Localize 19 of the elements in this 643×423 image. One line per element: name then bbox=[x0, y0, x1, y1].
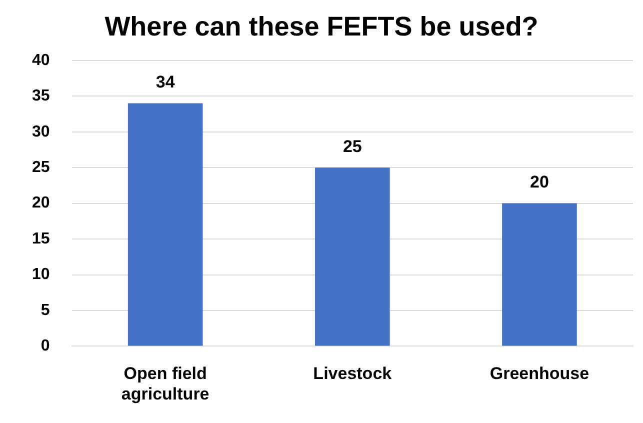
bar bbox=[314, 168, 390, 346]
data-label: 20 bbox=[530, 172, 549, 192]
data-label: 25 bbox=[342, 136, 362, 156]
y-tick-label: 0 bbox=[40, 338, 50, 355]
y-tick-label: 20 bbox=[32, 194, 50, 212]
x-tick-label: Livestock bbox=[313, 364, 392, 384]
y-tick-label: 35 bbox=[32, 88, 50, 105]
y-tick-label: 30 bbox=[32, 123, 50, 140]
x-tick-label: Greenhouse bbox=[490, 364, 590, 384]
y-tick-label: 25 bbox=[32, 158, 50, 176]
y-tick-label: 5 bbox=[40, 302, 50, 319]
y-tick-label: 15 bbox=[32, 230, 50, 248]
x-tick-label: Open field agriculture bbox=[121, 364, 210, 404]
data-label: 34 bbox=[156, 72, 176, 92]
y-tick-label: 10 bbox=[32, 266, 50, 284]
bar bbox=[502, 203, 577, 346]
y-tick-label: 40 bbox=[32, 52, 50, 69]
bar bbox=[128, 103, 203, 346]
chart-title: Where can these FEFTS be used? bbox=[104, 12, 538, 42]
